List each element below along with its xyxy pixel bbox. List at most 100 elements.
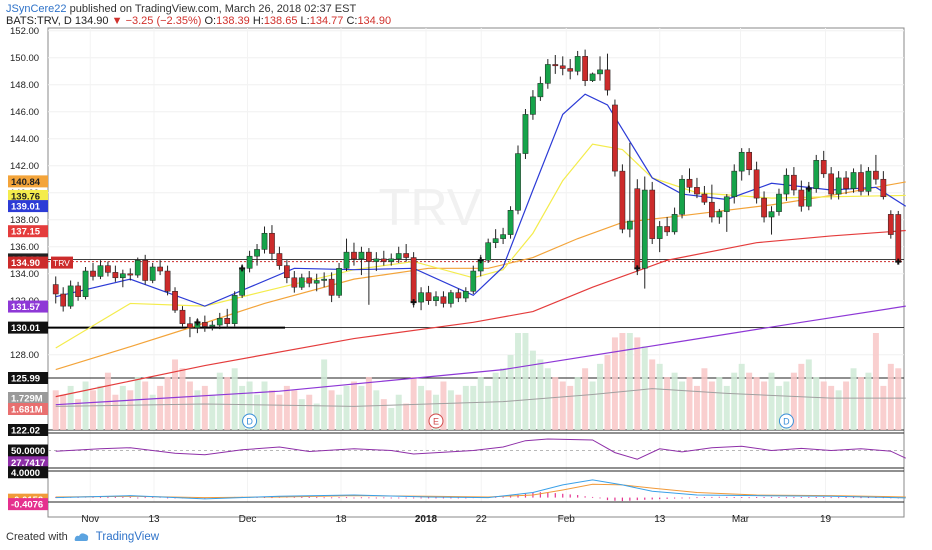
volume-bar	[895, 368, 902, 430]
candle-body	[761, 197, 767, 218]
candle-body	[626, 220, 633, 230]
macd-histogram-bar	[785, 497, 788, 499]
candle-body	[619, 170, 626, 230]
candle-body	[492, 238, 499, 243]
candle-body	[828, 173, 835, 195]
price-tick-label: 128.00	[10, 350, 39, 361]
price-flag	[8, 225, 48, 238]
candle-body	[679, 178, 685, 215]
volume-bar	[790, 372, 797, 430]
last-price: 134.90	[74, 15, 109, 27]
down-triangle-icon: ▼	[111, 15, 123, 27]
volume-bar	[97, 385, 104, 430]
macd-histogram-bar	[621, 497, 623, 502]
footer: Created with TradingView	[6, 531, 159, 543]
macd-histogram-bar	[122, 496, 124, 498]
candle-body	[134, 259, 141, 276]
candle-body	[142, 259, 149, 281]
macd-histogram-bar	[845, 497, 847, 498]
event-marker-label: D	[246, 417, 253, 427]
candle-body	[224, 318, 231, 324]
candle-body	[873, 170, 879, 180]
candle-body	[835, 177, 842, 195]
candle-body	[694, 187, 700, 195]
macd-histogram-bar	[614, 497, 616, 501]
symbol-watermark: TRV	[378, 179, 481, 237]
candle-body	[351, 251, 357, 260]
author-link[interactable]: JSynCere22	[6, 3, 67, 15]
event-marker	[242, 413, 258, 429]
macd-histogram-bar	[726, 496, 728, 498]
macd-histogram-bar	[360, 497, 363, 499]
candle-body	[798, 189, 805, 207]
macd-histogram-bar	[465, 497, 467, 499]
high-label: H:	[252, 15, 264, 27]
time-tick-label: 13	[654, 514, 666, 525]
low-label: L:	[300, 15, 310, 27]
event-marker	[778, 413, 794, 429]
candle-body	[500, 234, 506, 239]
ohlc-legend: BATS:TRV, D 134.90 ▼ −3.25 (−2.35%) O:13…	[6, 15, 391, 27]
macd-histogram-bar	[353, 497, 355, 499]
volume-bar	[254, 394, 261, 430]
volume-bar	[515, 333, 521, 430]
price-pane	[48, 49, 907, 406]
price-tick-label: 142.00	[10, 161, 39, 172]
volume-bar	[201, 385, 208, 430]
candle-body	[395, 253, 402, 260]
volume-bar	[507, 355, 514, 430]
close-value: 134.90	[357, 15, 392, 27]
candle-body	[440, 296, 447, 304]
price-flag	[8, 444, 48, 457]
price-flag	[8, 372, 48, 384]
volume-bar	[276, 394, 283, 430]
candle-body	[641, 189, 648, 269]
volume-bar	[380, 399, 387, 430]
price-flag	[8, 200, 48, 213]
macd-histogram-bar	[301, 497, 303, 498]
price-flag-label: 1.681M	[11, 405, 43, 416]
ema-yellow-line	[55, 143, 906, 349]
volume-bar	[179, 368, 186, 430]
candle-body	[813, 160, 820, 189]
macd-histogram-bar	[368, 497, 370, 499]
candle-body	[455, 292, 462, 299]
macd-histogram-bar	[793, 497, 795, 499]
volume-bar	[246, 381, 253, 430]
candle-body	[291, 277, 298, 288]
macd-histogram-bar	[293, 496, 295, 498]
candle-body	[522, 114, 529, 154]
macd-histogram-bar	[166, 497, 169, 499]
candle-body	[97, 265, 104, 277]
volume-bar	[157, 385, 164, 430]
time-tick-label: Nov	[81, 514, 99, 525]
candle-body	[119, 273, 126, 279]
macd-histogram-bar	[823, 497, 825, 498]
rsi-line	[55, 438, 906, 460]
candle-body	[858, 172, 864, 192]
macd-histogram-bar	[867, 497, 870, 499]
macd-histogram-bar	[263, 497, 266, 498]
tradingview-brand[interactable]: TradingView	[95, 531, 160, 543]
macd-histogram-bar	[644, 497, 646, 500]
price-tick-label: 144.00	[10, 134, 39, 145]
candle-body	[373, 258, 380, 262]
volume-bar	[119, 385, 126, 430]
macd-histogram-bar	[323, 497, 325, 499]
candle-body	[328, 278, 335, 296]
macd-histogram-bar	[457, 497, 459, 499]
volume-bar	[321, 359, 328, 430]
price-change: −3.25 (−2.35%)	[125, 15, 202, 27]
volume-bar	[75, 399, 82, 430]
candle-body	[239, 268, 245, 296]
chart-header: JSynCere22 published on TradingView.com,…	[6, 3, 356, 15]
macd-histogram-bar	[562, 493, 564, 498]
macd-histogram-bar	[547, 492, 549, 498]
candle-body	[738, 151, 745, 172]
volume-bar	[313, 403, 320, 430]
volume-bar	[738, 363, 745, 430]
volume-bar	[872, 333, 879, 430]
price-flag	[8, 321, 48, 334]
candle-body	[403, 253, 410, 258]
